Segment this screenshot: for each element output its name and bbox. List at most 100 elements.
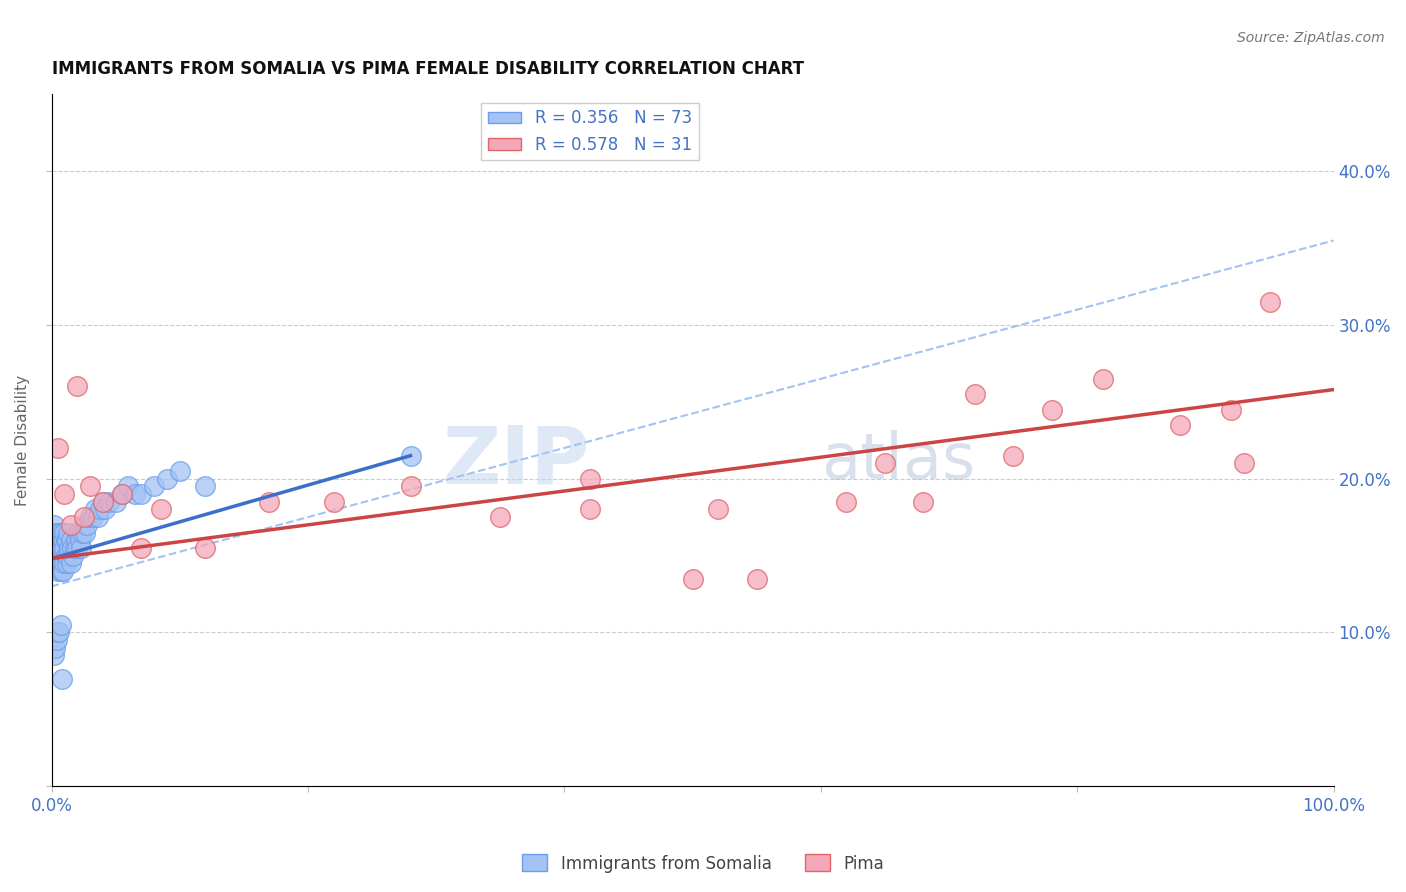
Point (873, 456, 896, 470)
Point (48, 541, 70, 555)
Point (1002, 449, 1025, 463)
Point (111, 487, 134, 501)
Point (42, 549, 65, 563)
Point (1258, 295, 1281, 310)
Point (89, 502, 111, 516)
Point (53, 556, 76, 570)
Point (59, 556, 82, 570)
Point (42, 533, 65, 548)
Point (963, 387, 986, 401)
Point (49, 541, 72, 555)
Point (51, 525, 73, 540)
Point (53, 541, 76, 555)
Point (52, 533, 75, 548)
Point (399, 479, 422, 493)
Point (143, 479, 166, 493)
Point (82, 510, 104, 524)
Point (835, 495, 858, 509)
Point (51, 541, 73, 555)
Point (91, 495, 114, 509)
Point (1220, 402, 1243, 417)
Point (66, 541, 89, 555)
Point (259, 495, 281, 509)
Point (60, 541, 83, 555)
Point (45, 633, 67, 648)
Point (58, 541, 80, 555)
Point (49, 564, 72, 578)
Point (46, 441, 69, 455)
Point (44, 533, 66, 548)
Point (42, 525, 65, 540)
Point (79, 510, 101, 524)
Point (42, 541, 65, 555)
Point (66, 379, 89, 393)
Point (194, 541, 217, 555)
Point (45, 549, 67, 563)
Point (86, 510, 108, 524)
Point (1040, 402, 1063, 417)
Point (579, 502, 602, 516)
Point (111, 487, 134, 501)
Point (149, 502, 172, 516)
Point (46, 564, 69, 578)
Point (51, 672, 73, 686)
Point (62, 549, 84, 563)
Point (45, 525, 67, 540)
Point (745, 572, 768, 586)
Point (72, 510, 94, 524)
Point (49, 617, 72, 632)
Point (169, 464, 191, 478)
Point (72, 517, 94, 532)
Text: Source: ZipAtlas.com: Source: ZipAtlas.com (1237, 31, 1385, 45)
Point (45, 541, 67, 555)
Point (124, 487, 146, 501)
Point (55, 549, 77, 563)
Point (1091, 372, 1114, 386)
Point (51, 556, 73, 570)
Point (489, 510, 512, 524)
Point (44, 541, 66, 555)
Point (682, 572, 704, 586)
Point (399, 449, 422, 463)
Point (53, 525, 76, 540)
Point (46, 533, 69, 548)
Point (76, 517, 98, 532)
Point (70, 541, 93, 555)
Point (91, 495, 114, 509)
Point (42, 648, 65, 663)
Point (579, 472, 602, 486)
Point (129, 541, 152, 555)
Legend: Immigrants from Somalia, Pima: Immigrants from Somalia, Pima (516, 847, 890, 880)
Point (129, 487, 152, 501)
Point (53, 487, 76, 501)
Point (322, 495, 344, 509)
Point (56, 533, 79, 548)
Point (55, 533, 77, 548)
Point (65, 533, 87, 548)
Point (42, 517, 65, 532)
Point (44, 640, 66, 655)
Y-axis label: Female Disability: Female Disability (15, 375, 30, 506)
Point (59, 533, 82, 548)
Point (48, 625, 70, 640)
Point (1168, 417, 1191, 432)
Point (46, 549, 69, 563)
Point (67, 525, 90, 540)
Point (912, 495, 935, 509)
Point (44, 556, 66, 570)
Point (156, 472, 179, 486)
Point (84, 502, 107, 516)
Point (48, 556, 70, 570)
Point (56, 556, 79, 570)
Point (48, 525, 70, 540)
Point (72, 525, 94, 540)
Point (69, 533, 91, 548)
Point (98, 495, 121, 509)
Legend: R = 0.356   N = 73, R = 0.578   N = 31: R = 0.356 N = 73, R = 0.578 N = 31 (481, 103, 699, 161)
Point (79, 479, 101, 493)
Point (73, 525, 96, 540)
Point (707, 502, 730, 516)
Text: IMMIGRANTS FROM SOMALIA VS PIMA FEMALE DISABILITY CORRELATION CHART: IMMIGRANTS FROM SOMALIA VS PIMA FEMALE D… (52, 60, 803, 78)
Point (58, 549, 80, 563)
Point (117, 479, 139, 493)
